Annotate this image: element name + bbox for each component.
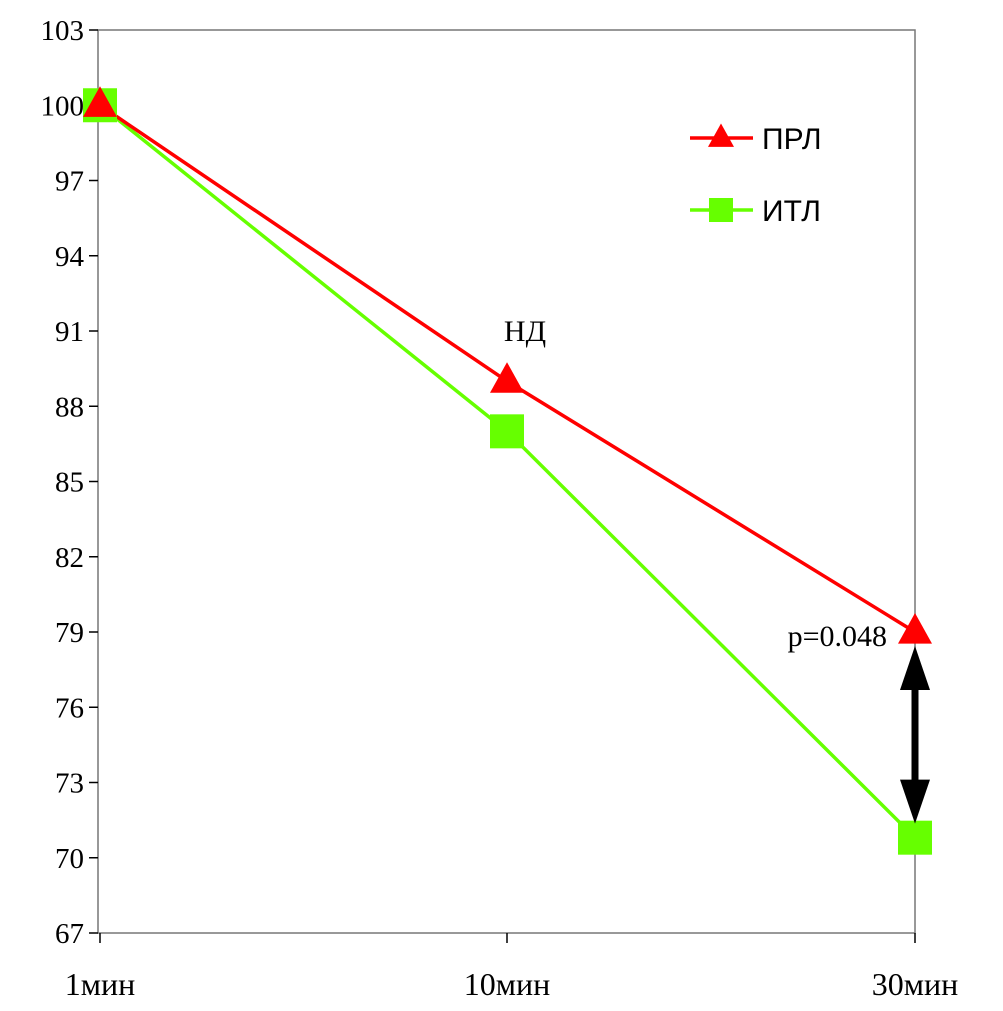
legend-label-ПРЛ: ПРЛ: [762, 123, 822, 156]
y-tick-label: 88: [55, 391, 84, 423]
x-axis: 1мин 10мин 30мин: [65, 933, 959, 1002]
arrow-head-down: [900, 779, 930, 824]
data-point-ИТЛ: [898, 820, 932, 855]
y-axis: 67 70 73 76 79 82 85 88 91 94 97 100 103: [41, 15, 98, 950]
legend-marker-ПРЛ: [708, 123, 734, 147]
y-tick-label: 76: [55, 692, 84, 724]
y-tick-label: 103: [41, 15, 85, 47]
data-point-ПРЛ: [898, 613, 932, 644]
data-point-ПРЛ: [490, 362, 524, 393]
comparison-arrow: [900, 646, 930, 824]
y-tick-label: 82: [55, 542, 84, 574]
legend-marker-ИТЛ: [709, 198, 733, 222]
y-tick-label: 97: [55, 166, 84, 198]
annotations: НД p=0.048: [504, 315, 887, 653]
y-tick-label: 91: [55, 316, 84, 348]
y-tick-label: 100: [41, 90, 85, 122]
y-tick-label: 73: [55, 768, 84, 800]
legend-label-ИТЛ: ИТЛ: [762, 195, 821, 228]
annotation-nd: НД: [504, 315, 546, 348]
data-point-ИТЛ: [490, 414, 524, 449]
y-tick-label: 79: [55, 617, 84, 649]
x-tick-label: 1мин: [65, 966, 136, 1002]
x-tick-label: 30мин: [872, 966, 959, 1002]
plot-frame: [97, 29, 916, 934]
annotation-p-value: p=0.048: [788, 620, 887, 653]
y-tick-label: 70: [55, 843, 84, 875]
series-layer: [83, 86, 932, 855]
y-tick-label: 85: [55, 467, 84, 499]
data-point-ПРЛ: [83, 86, 117, 117]
y-tick-label: 94: [55, 241, 85, 273]
y-tick-label: 67: [55, 918, 84, 950]
legend: ПРЛ ИТЛ: [690, 123, 822, 228]
arrow-head-up: [900, 646, 930, 690]
x-tick-label: 10мин: [464, 966, 551, 1002]
